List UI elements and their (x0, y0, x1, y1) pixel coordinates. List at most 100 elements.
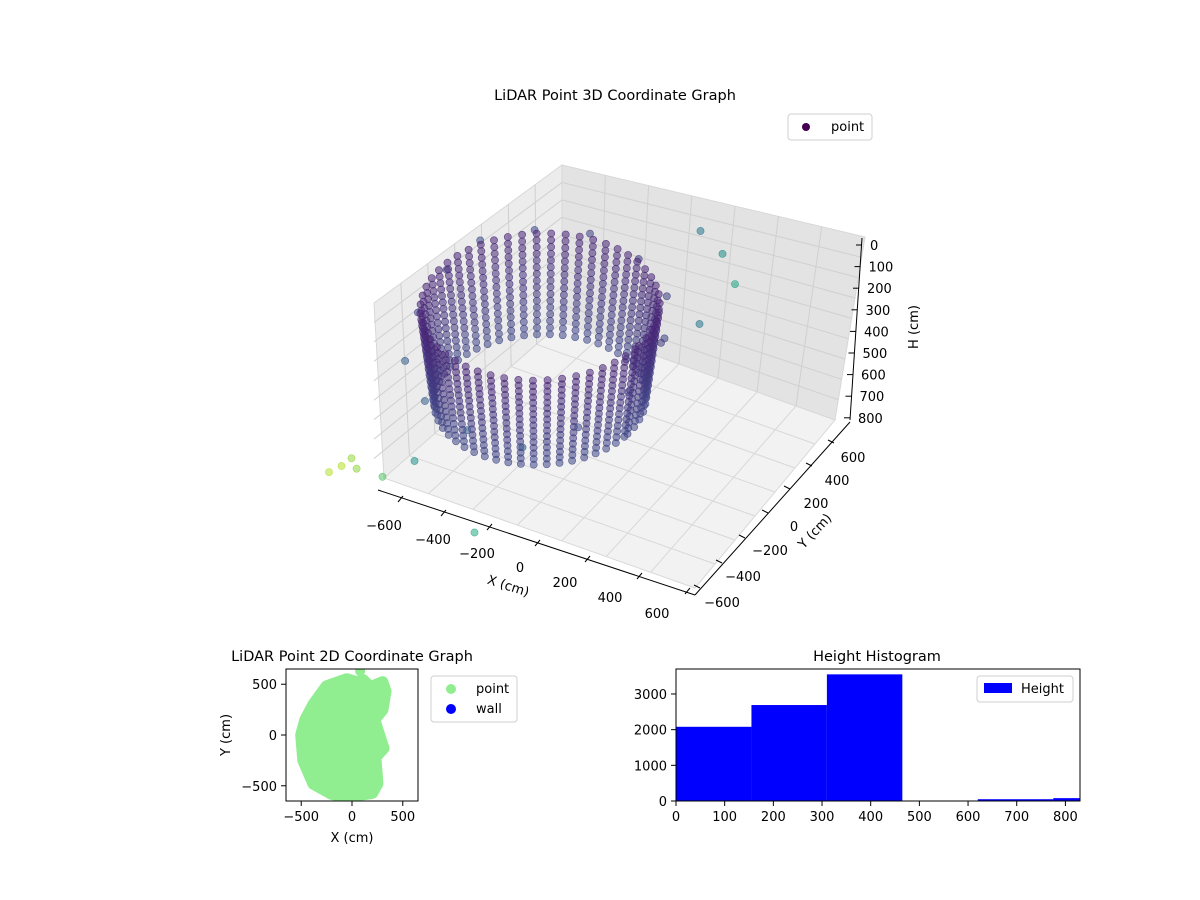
point-marker (450, 356, 459, 365)
point-marker (608, 304, 617, 313)
point-marker (639, 278, 648, 286)
point-marker (470, 528, 479, 537)
z-tick-label: 400 (864, 325, 889, 340)
point-marker (482, 326, 491, 335)
grid-line (756, 216, 779, 393)
point-marker (588, 242, 597, 251)
legend-3d-marker (802, 123, 810, 131)
z-tick-label: 100 (869, 261, 894, 276)
point-marker (478, 267, 487, 275)
x-tick-label: 300 (810, 810, 835, 825)
point-marker (519, 284, 528, 293)
point-marker (401, 356, 409, 365)
point-marker (478, 260, 487, 269)
point-marker (629, 296, 637, 305)
point-marker (437, 285, 446, 294)
point-marker (462, 343, 471, 352)
point-marker (518, 264, 527, 273)
point-marker (560, 277, 569, 286)
x-tick-label: −200 (459, 547, 495, 562)
point-marker (533, 323, 541, 332)
point-marker (602, 239, 610, 248)
point-marker (662, 292, 671, 301)
point-marker (503, 233, 512, 241)
x-tick-label: −400 (415, 533, 451, 548)
z-axis-label: H (cm) (907, 305, 922, 349)
point-marker (547, 243, 555, 251)
point-marker (632, 264, 641, 273)
outlier-point (376, 735, 387, 746)
point-marker (472, 344, 481, 353)
grid-line (409, 455, 716, 565)
point-marker (473, 367, 482, 376)
point-marker (606, 324, 615, 333)
point-marker (595, 319, 604, 328)
point-marker (609, 291, 618, 300)
point-marker (532, 283, 541, 292)
y-ticks: −600 −400 −200 0 200 400 600 (693, 439, 865, 611)
point-marker (420, 397, 429, 405)
point-marker (622, 264, 631, 272)
chart-2d-scatter: LiDAR Point 2D Coordinate Graph −500 0 500… (219, 649, 518, 846)
point-marker (426, 335, 435, 344)
point-marker (436, 279, 445, 287)
point-marker (586, 275, 595, 284)
point-marker (457, 291, 466, 300)
point-marker (543, 376, 552, 385)
legend-3d-box (787, 113, 873, 141)
point-marker (615, 336, 624, 345)
point-marker (574, 259, 583, 268)
point-marker (631, 270, 640, 279)
grid-line (373, 251, 563, 401)
point-marker (520, 331, 528, 340)
point-marker (636, 303, 645, 312)
x-tick-label: 600 (956, 810, 981, 825)
point-marker (533, 310, 541, 319)
point-marker (457, 297, 466, 306)
point-marker (433, 343, 441, 351)
point-marker (604, 344, 613, 352)
point-marker (594, 339, 603, 348)
point-marker (442, 330, 451, 339)
point-marker (635, 310, 644, 319)
point-marker (494, 316, 503, 325)
point-marker (606, 330, 614, 339)
point-marker (620, 290, 628, 299)
point-marker (507, 320, 515, 328)
point-marker (626, 316, 635, 325)
x-axis-label-2d: X (cm) (331, 831, 374, 846)
point-marker (480, 300, 489, 309)
histogram-bar (751, 705, 827, 801)
y-tick-mark (715, 559, 723, 564)
point-marker (533, 296, 541, 305)
y-tick-mark (693, 584, 701, 589)
point-marker (532, 263, 541, 272)
chart-2d-title: LiDAR Point 2D Coordinate Graph (231, 649, 473, 665)
point-marker (480, 287, 488, 295)
point-marker (507, 326, 516, 335)
point-marker (519, 277, 527, 286)
y-axis-line (694, 421, 851, 596)
point-marker (461, 362, 470, 371)
point-marker (546, 296, 555, 305)
x-tick-label: −500 (283, 810, 319, 825)
point-marker (634, 316, 643, 325)
point-marker (607, 311, 616, 319)
point-marker (518, 443, 527, 452)
point-marker (416, 300, 425, 309)
point-marker (586, 289, 594, 298)
y-tick-label: −200 (752, 544, 788, 559)
point-marker (560, 290, 568, 299)
point-marker (470, 311, 478, 320)
point-marker (532, 229, 541, 238)
point-marker (637, 297, 645, 306)
point-marker (467, 278, 476, 287)
point-marker (620, 283, 629, 292)
point-marker (495, 336, 504, 345)
x-tick-label: 200 (761, 810, 786, 825)
point-marker (585, 302, 593, 311)
point-marker (573, 292, 581, 301)
y-tick-label: −400 (725, 570, 761, 585)
point-marker (610, 358, 619, 367)
